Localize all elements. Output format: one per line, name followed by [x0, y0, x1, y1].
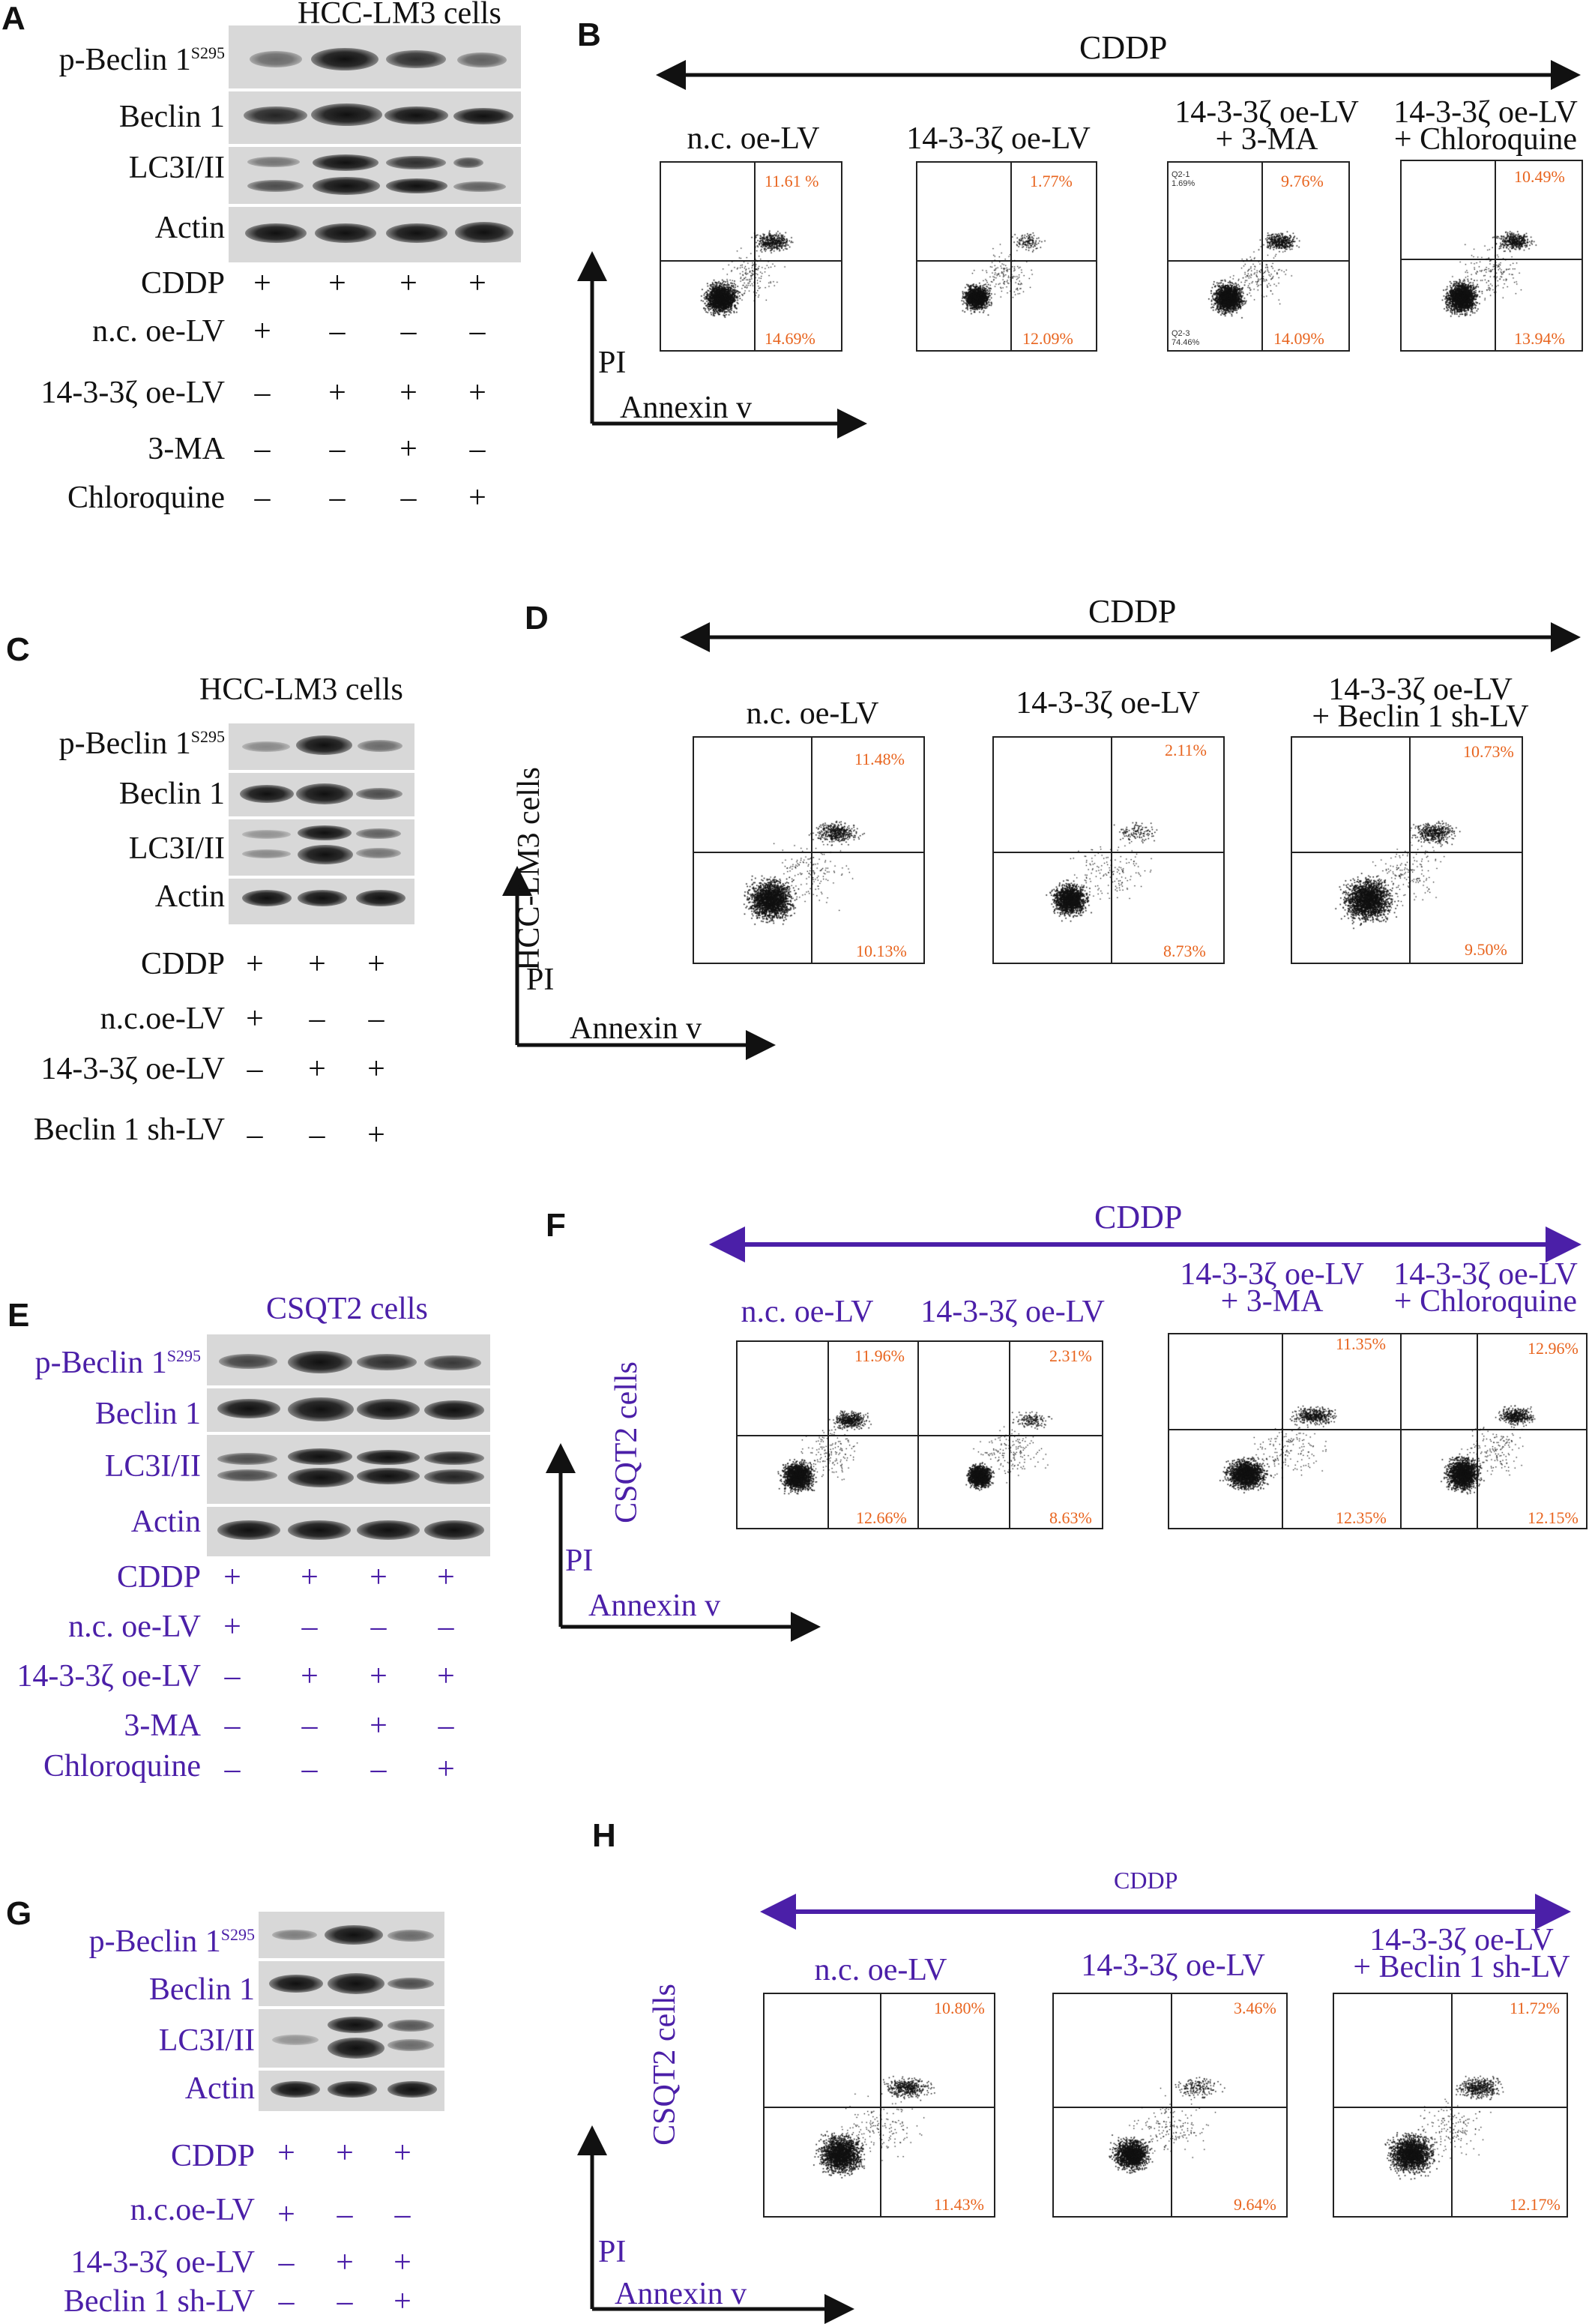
- flow-cytometry-plot: 11.72% 12.17%: [1333, 1993, 1568, 2218]
- flow-cytometry-plot: 10.49% 13.94%: [1400, 160, 1583, 352]
- flow-cytometry-plot: 11.48% 10.13%: [693, 736, 925, 964]
- blot-label: p-Beclin 1S295: [34, 1346, 201, 1380]
- blot-label: p-Beclin 1S295: [58, 43, 225, 77]
- blot-label: LC3I/II: [158, 2023, 255, 2058]
- cell-line-title: CSQT2 cells: [266, 1292, 428, 1326]
- blot-label: p-Beclin 1S295: [58, 726, 225, 761]
- blot-label: LC3I/II: [128, 831, 225, 866]
- plot-title: 14-3-3ζ oe-LV: [1081, 1948, 1265, 1983]
- plot-title: 14-3-3ζ oe-LV: [920, 1295, 1105, 1329]
- panel-letter: E: [7, 1297, 30, 1334]
- x-axis-label: Annexin v: [570, 1011, 702, 1046]
- treatment-arrow: [502, 622, 1581, 1060]
- plot-title: + 3-MA: [1215, 122, 1318, 157]
- flow-cytometry-plot: 2.31% 8.63%: [917, 1340, 1103, 1529]
- plot-title: + Beclin 1 sh-LV: [1353, 1950, 1570, 1984]
- x-axis-label: Annexin v: [620, 391, 753, 425]
- plot-title: + Chloroquine: [1393, 122, 1578, 157]
- flow-cytometry-plot: 10.80% 11.43%: [763, 1993, 995, 2218]
- y-axis-label: PI: [598, 346, 627, 380]
- plot-title: 14-3-3ζ oe-LV: [1369, 1923, 1554, 1957]
- western-blot: [229, 723, 414, 924]
- panel-letter: B: [577, 16, 601, 53]
- flow-cytometry-plot: 11.61 % 14.69%: [660, 161, 842, 352]
- plot-title: 14-3-3ζ oe-LV: [1180, 1257, 1364, 1292]
- plot-title: 14-3-3ζ oe-LV: [1175, 95, 1359, 130]
- panel-letter: F: [546, 1207, 566, 1244]
- plot-title: 14-3-3ζ oe-LV: [906, 121, 1091, 156]
- plot-title: 14-3-3ζ oe-LV: [1393, 1257, 1578, 1292]
- treatment-label: CDDP: [1094, 1199, 1183, 1235]
- blot-label: Actin: [184, 2071, 255, 2106]
- flow-cytometry-plot: Q2-1 1.69% Q2-3 74.46% 9.76% 14.09%: [1167, 161, 1350, 352]
- panel-letter: C: [6, 631, 30, 668]
- treatment-label: CDDP: [1088, 593, 1177, 630]
- blot-label: Beclin 1: [118, 100, 225, 134]
- panel-letter: H: [592, 1817, 616, 1854]
- western-blot: [259, 1912, 444, 2111]
- plot-title: 14-3-3ζ oe-LV: [1328, 672, 1513, 707]
- western-blot: [207, 1334, 490, 1556]
- panel-letter: A: [1, 0, 25, 37]
- blot-label: Actin: [154, 211, 225, 245]
- treatment-label: CDDP: [1079, 29, 1168, 66]
- blot-label: Actin: [130, 1505, 201, 1539]
- flow-cytometry-plot: 1.77% 12.09%: [916, 161, 1097, 352]
- plot-title: + Beclin 1 sh-LV: [1312, 699, 1529, 734]
- plot-title: + 3-MA: [1220, 1284, 1324, 1319]
- flow-cytometry-plot: 11.96% 12.66%: [736, 1340, 920, 1529]
- x-axis-label: Annexin v: [588, 1589, 721, 1623]
- cell-line-title: HCC-LM3 cells: [199, 672, 403, 707]
- plot-title: n.c. oe-LV: [687, 121, 820, 156]
- x-axis-label: Annexin v: [615, 2277, 747, 2311]
- plot-title: n.c. oe-LV: [814, 1953, 947, 1987]
- flow-cytometry-plot: 12.96% 12.15%: [1400, 1333, 1588, 1529]
- blot-label: Beclin 1: [118, 777, 225, 811]
- blot-label: Beclin 1: [94, 1397, 201, 1431]
- blot-label: LC3I/II: [128, 151, 225, 185]
- blot-label: Beclin 1: [148, 1972, 255, 2007]
- treatment-label: CDDP: [1114, 1867, 1178, 1894]
- treatment-arrow: [577, 60, 1581, 439]
- plot-title: 14-3-3ζ oe-LV: [1016, 686, 1200, 720]
- plot-title: n.c. oe-LV: [746, 696, 879, 731]
- y-axis-label: PI: [565, 1544, 594, 1578]
- treatment-arrow: [546, 1226, 1582, 1642]
- plot-title: 14-3-3ζ oe-LV: [1393, 95, 1578, 130]
- flow-cytometry-plot: 2.11% 8.73%: [992, 736, 1225, 964]
- y-axis-label: PI: [598, 2235, 627, 2269]
- flow-cytometry-plot: 11.35% 12.35%: [1168, 1333, 1403, 1529]
- blot-label: LC3I/II: [104, 1449, 201, 1484]
- western-blot: [229, 25, 521, 262]
- flow-cytometry-plot: 10.73% 9.50%: [1291, 736, 1523, 964]
- blot-label: Actin: [154, 879, 225, 914]
- panel-letter: D: [525, 600, 549, 636]
- flow-cytometry-plot: 3.46% 9.64%: [1052, 1993, 1288, 2218]
- cell-line-label: CSQT2 cells: [648, 1984, 682, 2146]
- plot-title: n.c. oe-LV: [741, 1295, 874, 1329]
- y-axis-label: PI: [526, 963, 555, 997]
- blot-label: p-Beclin 1S295: [88, 1924, 255, 1959]
- plot-title: + Chloroquine: [1393, 1284, 1578, 1319]
- panel-letter: G: [6, 1895, 32, 1932]
